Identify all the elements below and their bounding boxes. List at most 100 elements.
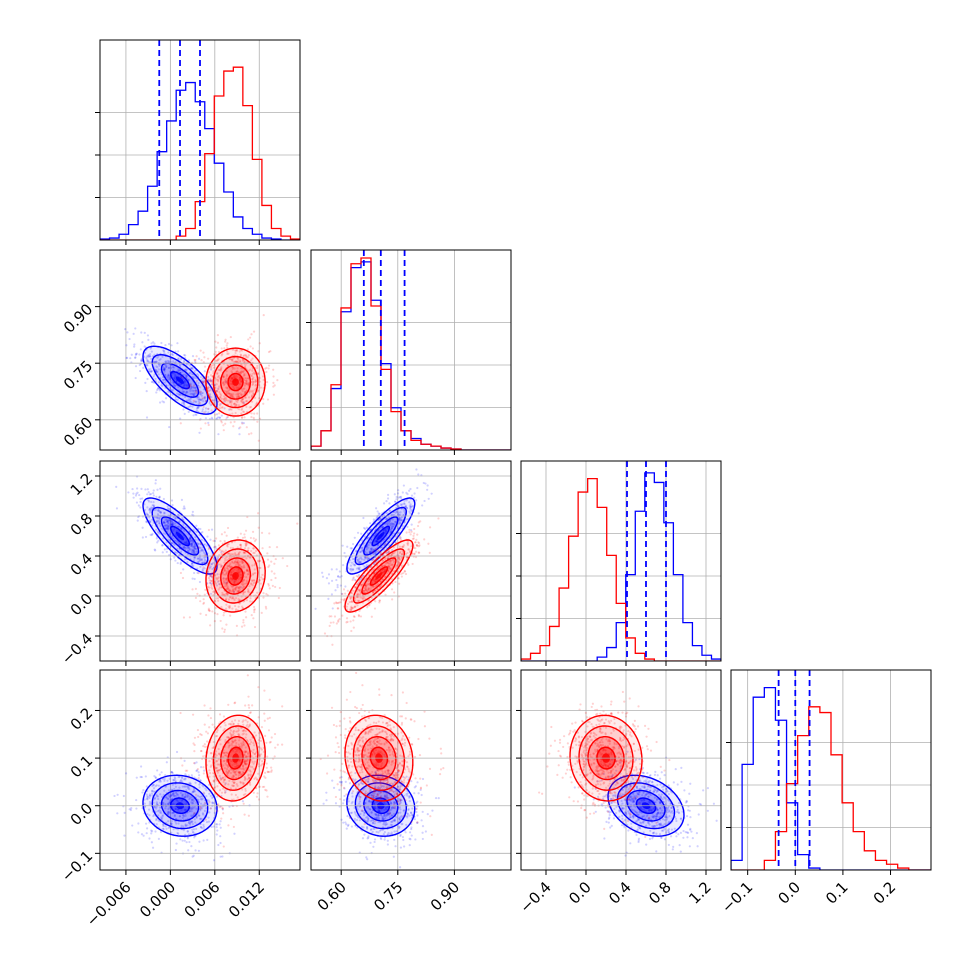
scatter-point-blue (409, 512, 412, 515)
scatter-point-red (221, 352, 224, 356)
scatter-point-red (207, 528, 210, 532)
scatter-point-blue (167, 826, 170, 829)
scatter-point-red (374, 589, 377, 592)
scatter-point-red (242, 580, 245, 583)
scatter-point-red (242, 564, 245, 567)
scatter-point-red (231, 546, 234, 550)
scatter-point-blue (168, 795, 171, 798)
scatter-point-blue (215, 823, 218, 826)
scatter-point-blue (377, 529, 380, 532)
scatter-point-blue (205, 794, 208, 798)
scatter-point-red (234, 553, 237, 556)
scatter-point-red (401, 545, 404, 548)
scatter-point-blue (217, 400, 220, 403)
scatter-point-blue (194, 849, 197, 852)
scatter-point-red (268, 532, 271, 535)
scatter-point-red (242, 355, 245, 358)
scatter-point-red (213, 590, 216, 593)
scatter-point-red (244, 376, 247, 380)
scatter-point-blue (183, 359, 186, 362)
scatter-point-blue (146, 377, 149, 381)
scatter-point-blue (212, 561, 215, 565)
scatter-point-blue (201, 408, 204, 411)
scatter-point-blue (375, 540, 379, 543)
scatter-point-red (240, 625, 244, 628)
scatter-point-red (235, 404, 238, 407)
scatter-point-blue (195, 827, 198, 830)
scatter-point-red (382, 570, 385, 573)
scatter-point-blue (190, 796, 193, 799)
scatter-point-red (387, 570, 390, 573)
scatter-point-blue (160, 771, 163, 774)
scatter-point-blue (149, 509, 152, 512)
scatter-point-red (260, 531, 264, 534)
scatter-point-blue (191, 540, 194, 543)
scatter-point-blue (195, 407, 199, 410)
scatter-point-red (266, 795, 269, 798)
scatter-point-red (242, 586, 245, 589)
scatter-point-blue (153, 548, 156, 551)
scatter-point-blue (167, 373, 170, 376)
scatter-point-blue (195, 413, 198, 416)
scatter-point-red (241, 583, 245, 587)
scatter-point-blue (157, 355, 160, 358)
scatter-point-red (243, 578, 246, 582)
scatter-point-blue (210, 416, 213, 419)
scatter-point-red (252, 389, 255, 392)
scatter-point-red (267, 350, 271, 354)
scatter-point-red (235, 393, 238, 396)
scatter-point-red (182, 616, 186, 619)
scatter-point-blue (216, 829, 219, 832)
scatter-point-red (215, 568, 218, 571)
scatter-point-red (351, 606, 354, 610)
scatter-point-blue (397, 513, 400, 516)
scatter-point-blue (176, 561, 179, 565)
scatter-point-blue (394, 541, 397, 544)
scatter-point-red (364, 584, 367, 587)
scatter-point-red (378, 599, 381, 602)
scatter-point-blue (204, 552, 207, 556)
scatter-point-blue (187, 545, 190, 548)
scatter-point-blue (178, 553, 181, 557)
panel-frame (99, 249, 301, 451)
scatter-point-blue (150, 507, 153, 510)
scatter-point-blue (198, 840, 201, 843)
scatter-point-red (413, 527, 416, 531)
scatter-point-red (211, 571, 214, 575)
scatter-point-blue (183, 383, 186, 387)
scatter-point-blue (184, 773, 187, 776)
scatter-point-blue (160, 527, 164, 530)
scatter-point-red (201, 397, 204, 400)
scatter-point-red (256, 591, 259, 594)
contour-red (227, 372, 244, 392)
scatter-point-red (258, 566, 261, 570)
scatter-point-red (188, 383, 192, 386)
scatter-point-blue (158, 811, 162, 814)
scatter-point-red (239, 371, 243, 374)
scatter-point-blue (223, 400, 226, 403)
scatter-point-blue (355, 567, 359, 570)
scatter-point-red (356, 583, 359, 586)
scatter-point-blue (373, 534, 376, 537)
scatter-point-blue (147, 360, 150, 363)
scatter-point-red (341, 614, 344, 617)
scatter-point-red (217, 376, 220, 379)
scatter-point-blue (190, 366, 193, 369)
scatter-point-blue (186, 837, 189, 840)
scatter-point-blue (161, 385, 164, 388)
scatter-point-red (251, 579, 254, 582)
scatter-point-blue (134, 494, 138, 497)
scatter-point-blue (148, 507, 151, 511)
scatter-point-red (229, 577, 232, 580)
scatter-point-red (384, 562, 387, 565)
panel-content (311, 250, 511, 450)
scatter-point-blue (153, 353, 156, 356)
scatter-point-blue (366, 556, 369, 559)
scatter-point-red (229, 562, 232, 565)
scatter-point-red (366, 583, 369, 586)
scatter-point-red (249, 368, 252, 371)
scatter-point-blue (167, 342, 171, 346)
scatter-point-blue (165, 365, 168, 369)
scatter-point-red (222, 429, 225, 432)
scatter-point-blue (209, 404, 212, 407)
